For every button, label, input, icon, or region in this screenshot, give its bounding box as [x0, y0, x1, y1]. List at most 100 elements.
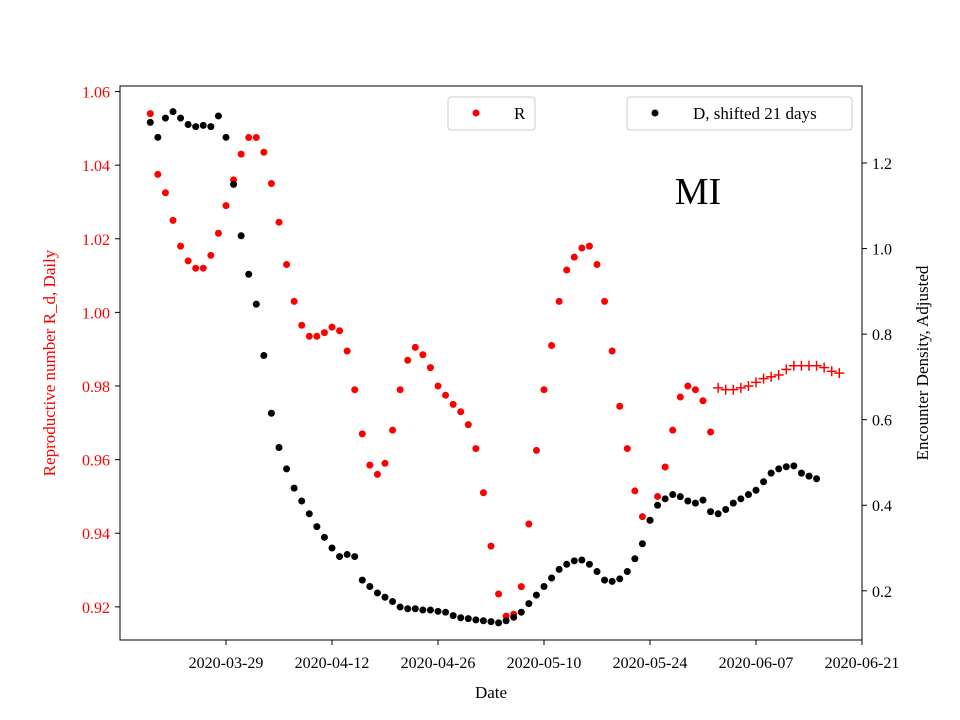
point-r	[517, 583, 525, 591]
x-axis: 2020-03-29 2020-04-12 2020-04-26 2020-05-10…	[189, 640, 899, 672]
point-r	[669, 426, 677, 434]
point-d-shifted-21-days	[767, 469, 775, 477]
point-d-shifted-21-days	[222, 133, 230, 141]
point-d-shifted-21-days	[237, 232, 245, 240]
point-d-shifted-21-days	[426, 606, 434, 614]
point-d-shifted-21-days	[396, 603, 404, 611]
point-d-shifted-21-days	[479, 617, 487, 625]
point-d-shifted-21-days	[154, 133, 162, 141]
point-r	[366, 461, 374, 469]
point-d-shifted-21-days	[343, 550, 351, 558]
point-r	[275, 218, 283, 226]
point-d-shifted-21-days	[305, 510, 313, 518]
point-d-shifted-21-days	[813, 475, 821, 483]
right-y-tick-label: 0.4	[872, 498, 892, 515]
point-r	[222, 202, 230, 210]
point-d-shifted-21-days	[245, 270, 253, 278]
point-d-shifted-21-days	[373, 589, 381, 597]
point-r	[676, 393, 684, 401]
point-r	[684, 382, 692, 390]
right-y-axis-label: Encounter Density, Adjusted	[913, 265, 932, 460]
point-d-shifted-21-days	[623, 568, 631, 576]
point-r	[532, 446, 540, 454]
right-y-axis: 0.2 0.4 0.6 0.8 1.0 1.2	[862, 156, 892, 601]
point-d-shifted-21-days	[676, 493, 684, 501]
point-r	[146, 110, 154, 118]
right-y-tick-label: 0.2	[872, 584, 892, 601]
point-r	[479, 489, 487, 497]
legend-r-marker	[472, 109, 480, 117]
point-d-shifted-21-days	[442, 608, 450, 616]
point-d-shifted-21-days	[336, 553, 344, 561]
point-r	[305, 332, 313, 340]
point-d-shifted-21-days	[457, 614, 465, 622]
point-d-shifted-21-days	[654, 501, 662, 509]
left-y-tick-label: 1.04	[82, 158, 110, 175]
point-d-shifted-21-days	[729, 499, 737, 507]
point-d-shifted-21-days	[184, 121, 192, 129]
left-y-tick-label: 1.02	[82, 232, 110, 249]
point-d-shifted-21-days	[404, 605, 412, 613]
right-y-tick-label: 1.2	[872, 156, 892, 173]
point-r	[495, 590, 503, 598]
point-r-forecast	[819, 362, 830, 373]
point-d-shifted-21-days	[744, 491, 752, 499]
point-d-shifted-21-days	[146, 118, 154, 126]
point-r	[336, 327, 344, 335]
point-d-shifted-21-days	[669, 491, 677, 499]
point-d-shifted-21-days	[540, 583, 548, 591]
point-d-shifted-21-days	[434, 607, 442, 615]
point-r	[555, 297, 563, 305]
point-r	[661, 463, 669, 471]
legend-r-label: R	[514, 104, 526, 123]
point-r	[608, 347, 616, 355]
point-d-shifted-21-days	[449, 612, 457, 620]
point-r-forecast	[751, 377, 761, 388]
point-d-shifted-21-days	[570, 557, 578, 565]
point-d-shifted-21-days	[699, 496, 707, 504]
point-d-shifted-21-days	[775, 465, 783, 473]
point-d-shifted-21-days	[298, 497, 306, 505]
point-r	[404, 356, 412, 364]
point-r	[563, 266, 571, 274]
point-r-forecast	[743, 381, 754, 392]
point-r	[381, 459, 389, 467]
point-r	[177, 242, 185, 250]
point-d-shifted-21-days	[616, 575, 624, 583]
point-r	[449, 400, 457, 408]
point-d-shifted-21-days	[389, 597, 397, 605]
point-d-shifted-21-days	[366, 583, 374, 591]
point-d-shifted-21-days	[260, 352, 268, 360]
point-d-shifted-21-days	[601, 576, 609, 584]
left-y-axis: 0.92 0.94 0.96 0.98 1.00 1.02 1.04 1.06	[82, 85, 120, 617]
point-d-shifted-21-days	[593, 568, 601, 576]
point-d-shifted-21-days	[351, 553, 359, 561]
point-r	[472, 445, 480, 453]
legend-d-label: D, shifted 21 days	[693, 104, 817, 123]
point-r	[154, 170, 162, 178]
point-r	[283, 261, 291, 269]
point-r	[707, 428, 715, 436]
point-d-shifted-21-days	[283, 465, 291, 473]
point-d-shifted-21-days	[737, 495, 745, 503]
point-d-shifted-21-days	[199, 121, 207, 129]
point-d-shifted-21-days	[290, 484, 298, 492]
left-y-tick-label: 0.94	[82, 526, 110, 543]
legend-d-frame	[626, 96, 853, 131]
point-d-shifted-21-days	[555, 565, 563, 573]
point-r	[616, 402, 624, 410]
point-r	[442, 391, 450, 399]
point-d-shifted-21-days	[411, 605, 419, 613]
point-d-shifted-21-days	[419, 606, 427, 614]
point-d-shifted-21-days	[381, 593, 389, 601]
point-r-forecast	[811, 360, 822, 371]
point-r-forecast	[826, 366, 837, 377]
series-layer	[146, 108, 845, 627]
point-r	[419, 351, 427, 359]
point-r	[434, 382, 442, 390]
point-r	[601, 297, 609, 305]
left-y-tick-label: 0.92	[82, 600, 110, 617]
point-r	[389, 426, 397, 434]
point-d-shifted-21-days	[214, 112, 222, 120]
point-r	[237, 150, 245, 158]
